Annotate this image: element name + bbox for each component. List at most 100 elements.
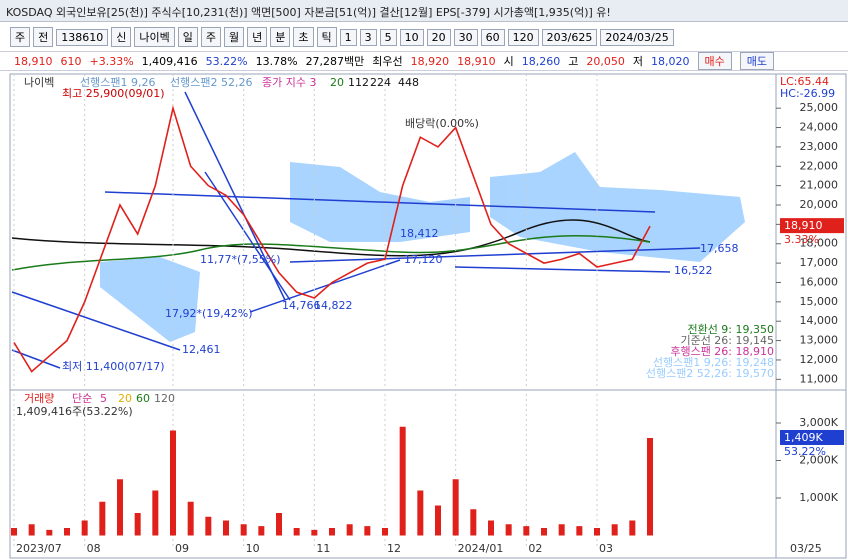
open-label: 시 <box>503 55 514 68</box>
volume-ma: 60 <box>136 392 150 405</box>
price-line <box>13 105 651 373</box>
volume-bar <box>258 526 265 536</box>
toolbar-item[interactable]: 틱 <box>316 27 337 47</box>
annotation: 12,461 <box>182 343 221 356</box>
change: 610 <box>60 54 82 68</box>
hc-label: HC:-26.99 <box>780 87 835 100</box>
chart: 11,000 12,000 13,000 14,000 15,000 16,000 17,0… <box>9 73 847 559</box>
x-tick-label: 09 <box>175 542 189 555</box>
x-tick-label: 11 <box>316 542 330 555</box>
volume-bar <box>170 430 176 536</box>
toolbar-item[interactable]: 신 <box>111 27 132 47</box>
volume-bar <box>223 520 229 536</box>
volume-bar <box>541 528 547 536</box>
x-tick-label: 10 <box>246 542 260 555</box>
volume-bar <box>382 528 388 536</box>
trend-lines <box>11 91 701 369</box>
x-tick-label: 12 <box>387 542 401 555</box>
annotation: 최고 25,900(09/01) <box>62 87 165 100</box>
volume-tick-label: 1,000K <box>799 491 838 504</box>
sell-button[interactable]: 매도 <box>739 52 775 70</box>
buy-button[interactable]: 매수 <box>697 52 732 70</box>
toolbar-item[interactable]: 60 <box>480 28 505 46</box>
toolbar: 주 전 138610 신 나이벡 일 주 월 년 분 초 틱 1 3 5 10 20 30 60 120 203/625… <box>0 25 848 49</box>
volume-bar <box>558 524 565 536</box>
volume-tick-label: 3,000K <box>799 416 838 429</box>
legend-item: 후행스팬 26: 18,910 <box>670 345 774 358</box>
vol-ratio: 53.22% <box>205 54 248 68</box>
chart-frame <box>9 73 847 559</box>
last-volume-tag <box>780 430 844 445</box>
high: 20,050 <box>586 54 625 68</box>
y-tick-label: 20,000 <box>800 198 839 211</box>
toolbar-item[interactable]: 일 <box>177 27 198 47</box>
volume-bar <box>240 524 247 536</box>
last-pct: 3.33% <box>784 233 819 246</box>
toolbar-item[interactable]: 3 <box>359 28 377 46</box>
volume-bar <box>611 524 618 536</box>
volume-bar <box>64 528 70 536</box>
volume-bar <box>205 516 212 536</box>
toolbar-item[interactable]: 10 <box>399 28 424 46</box>
toolbar-item[interactable]: 5 <box>379 28 397 46</box>
toolbar-item[interactable]: 주 <box>10 27 31 47</box>
last-volume: 1,409K <box>784 431 823 444</box>
toolbar-item[interactable]: 전 <box>33 27 54 47</box>
legend-item: 112 <box>348 76 369 89</box>
volume-bar <box>629 520 636 536</box>
low: 18,020 <box>651 54 690 68</box>
y-tick-label: 17,000 <box>800 256 839 269</box>
annotation: 18,412 <box>400 227 439 240</box>
volume-bar <box>576 526 583 536</box>
toolbar-item[interactable]: 30 <box>453 28 478 46</box>
toolbar-item[interactable]: 분 <box>270 27 291 47</box>
volume-bar <box>11 528 17 536</box>
ichimoku-cloud <box>100 152 745 342</box>
volume-bar <box>523 526 530 536</box>
toolbar-item[interactable]: 2024/03/25 <box>600 28 674 46</box>
volume-ma: 120 <box>154 392 175 405</box>
y-tick-label: 12,000 <box>800 353 839 366</box>
y-tick-label: 16,000 <box>800 275 839 288</box>
volume-bar <box>399 426 406 536</box>
toolbar-item[interactable]: 20 <box>426 28 451 46</box>
volume-bar <box>417 490 424 536</box>
toolbar-item[interactable]: 나이벡 <box>134 27 175 47</box>
toolbar-item[interactable]: 초 <box>293 27 314 47</box>
volume-bar <box>364 526 371 536</box>
y-tick-label: 22,000 <box>800 159 839 172</box>
title-bar: KOSDAQ 외국인보유[25(천)] 주식수[10,231(천)] 액면[50… <box>0 0 848 22</box>
toolbar-item[interactable]: 년 <box>247 27 268 47</box>
toolbar-item[interactable]: 1 <box>339 28 357 46</box>
toolbar-item[interactable]: 월 <box>224 27 245 47</box>
y-tick-label: 14,000 <box>800 314 839 327</box>
price: 18,910 <box>14 54 53 68</box>
volume-bar <box>311 529 318 536</box>
volume-ma: 20 <box>118 392 132 405</box>
y-tick-label: 15,000 <box>800 295 839 308</box>
volume-bar <box>647 438 653 536</box>
toolbar-item[interactable]: 138610 <box>56 28 109 46</box>
volume: 1,409,416 <box>141 54 198 68</box>
volume-bar <box>152 490 159 536</box>
lc-label: LC:65.44 <box>780 75 829 88</box>
x-tick-label: 2023/07 <box>16 542 62 555</box>
toolbar-item[interactable]: 203/625 <box>541 28 598 46</box>
annotation: 11,77*(7,55%) <box>200 253 281 266</box>
volume-bar <box>435 505 441 536</box>
legend-item: 선행스팬1 9,26 <box>80 76 155 89</box>
x-tick-label: 2024/01 <box>458 542 504 555</box>
toolbar-item[interactable]: 주 <box>200 27 221 47</box>
annotation: 최저 11,400(07/17) <box>62 360 165 373</box>
volume-tick-label: 2,000K <box>799 454 838 467</box>
legend-item: 20 <box>330 76 344 89</box>
ask: 18,920 <box>410 54 450 68</box>
quote-row: 18,910 610 +3.33% 1,409,416 53.22% 13.78… <box>0 51 848 71</box>
legend-item: 선행스팬1 9,26: 19,248 <box>653 356 774 369</box>
last-price-tag <box>780 218 844 234</box>
volume-bar <box>28 524 35 536</box>
toolbar-item[interactable]: 120 <box>507 28 539 46</box>
bid: 18,910 <box>457 54 496 68</box>
volume-bar <box>81 520 88 536</box>
